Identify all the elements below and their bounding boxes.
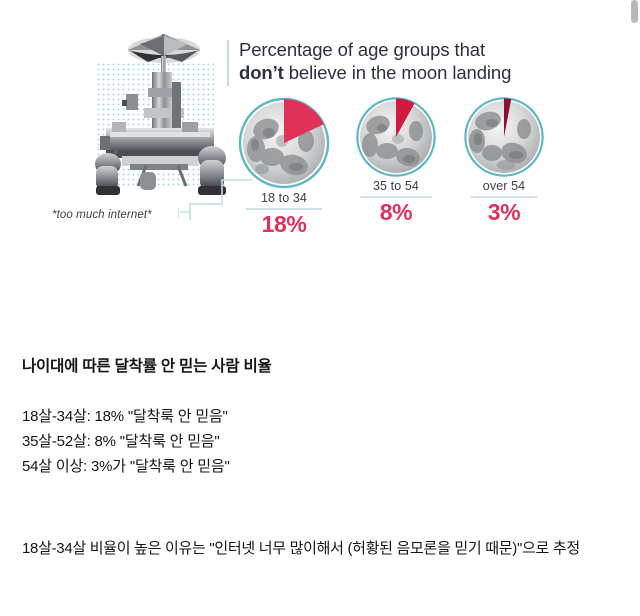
age-label-3: over 54 — [482, 179, 526, 193]
korean-stat-line-3: 54살 이상: 3%가 "달착룩 안 믿음" — [22, 458, 230, 475]
age-label-2: 35 to 54 — [373, 179, 419, 193]
label-rule-3 — [471, 196, 537, 198]
rover-wheels — [95, 146, 226, 195]
moon-pie-3 — [462, 95, 546, 179]
moon-column-18-to-34: 18 to 34 18% — [234, 95, 334, 237]
korean-heading: 나이대에 따른 달착률 안 믿는 사람 비율 — [22, 358, 272, 375]
age-label-1: 18 to 34 — [261, 191, 307, 205]
moon-column-35-to-54: 35 to 54 8% — [346, 95, 446, 225]
scrollbar-thumb[interactable] — [631, 0, 638, 23]
korean-stat-line-1: 18살-34살: 18% "달착룩 안 믿음" — [22, 408, 228, 425]
caption-connector-line — [177, 178, 256, 224]
moon-pie-1 — [236, 95, 332, 191]
percent-value-3: 3% — [487, 198, 521, 225]
percent-value-1: 18% — [261, 210, 307, 237]
moon-pie-2 — [354, 95, 438, 179]
headline-line-1: Percentage of age groups that — [239, 39, 486, 60]
lunar-rover-image — [86, 26, 236, 198]
korean-note: 18살-34살 비율이 높은 이유는 "인터넷 너무 많이해서 (허황된 음모론… — [22, 540, 580, 557]
moon-column-over-54: over 54 3% — [454, 95, 554, 225]
post-body: 나이대에 따른 달착률 안 믿는 사람 비율 18살-34살: 18% "달착룩… — [22, 356, 622, 479]
infographic-image: *too much internet* Percentage of age gr… — [0, 0, 640, 272]
moon-pie-group: 18 to 34 18% — [232, 95, 568, 255]
scrollbar-track[interactable] — [631, 0, 640, 616]
percent-value-2: 8% — [379, 198, 413, 225]
infographic-headline: Percentage of age groups that don’t beli… — [239, 38, 569, 84]
rover-caption: *too much internet* — [52, 209, 152, 221]
label-rule-1 — [246, 208, 322, 210]
rover-dish-antenna — [128, 34, 200, 76]
headline-divider — [227, 40, 229, 86]
headline-emphasis: don’t — [239, 62, 284, 83]
label-rule-2 — [360, 196, 432, 198]
korean-stat-line-2: 35살-52살: 8% "달착룩 안 믿음" — [22, 433, 220, 450]
headline-line-2: believe in the moon landing — [283, 62, 512, 83]
